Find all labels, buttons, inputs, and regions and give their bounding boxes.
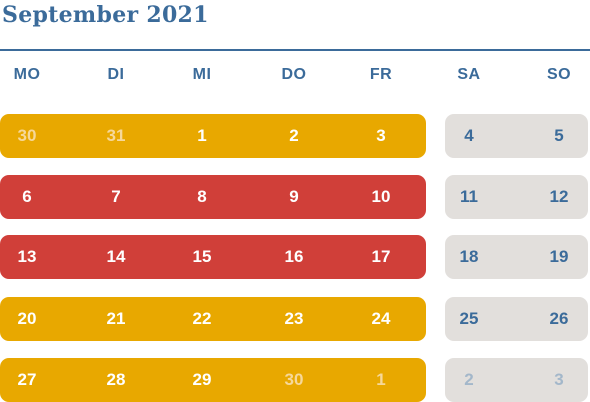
- day-cell[interactable]: 18: [459, 247, 479, 266]
- calendar-title: September 2021: [2, 2, 209, 28]
- day-cell[interactable]: 26: [549, 309, 569, 328]
- day-cell[interactable]: 17: [371, 247, 391, 266]
- day-cell[interactable]: 4: [464, 126, 474, 145]
- day-cell[interactable]: 3: [376, 126, 386, 145]
- weekday-header-fr: FR: [369, 66, 393, 83]
- day-cell[interactable]: 16: [284, 247, 304, 266]
- week-5-weekend-bar: [445, 358, 588, 402]
- day-cell[interactable]: 2: [464, 370, 474, 389]
- day-cell[interactable]: 9: [289, 187, 299, 206]
- week-2-weekday-bar: [0, 175, 426, 219]
- week-2-weekend-bar: [445, 175, 588, 219]
- day-cell[interactable]: 15: [192, 247, 212, 266]
- day-cell[interactable]: 1: [376, 370, 386, 389]
- day-cell[interactable]: 12: [549, 187, 569, 206]
- day-cell[interactable]: 22: [192, 309, 212, 328]
- day-cell[interactable]: 25: [459, 309, 479, 328]
- day-cell[interactable]: 29: [192, 370, 212, 389]
- day-cell[interactable]: 14: [106, 247, 126, 266]
- week-3-weekend-bar: [445, 235, 588, 279]
- week-5-weekday-bar: [0, 358, 426, 402]
- day-cell[interactable]: 20: [17, 309, 37, 328]
- day-cell[interactable]: 3: [554, 370, 564, 389]
- day-cell[interactable]: 6: [22, 187, 32, 206]
- day-cell[interactable]: 27: [17, 370, 37, 389]
- day-cell[interactable]: 30: [17, 126, 37, 145]
- weekday-header-do: DO: [281, 66, 307, 83]
- weekday-header-di: DI: [107, 66, 125, 83]
- day-cell[interactable]: 11: [460, 187, 478, 206]
- day-cell[interactable]: 24: [371, 309, 391, 328]
- week-4-weekday-bar: [0, 297, 426, 341]
- day-cell[interactable]: 5: [554, 126, 564, 145]
- day-cell[interactable]: 7: [111, 187, 121, 206]
- week-1-weekday-bar: [0, 114, 426, 158]
- day-cell[interactable]: 28: [106, 370, 126, 389]
- day-cell[interactable]: 1: [197, 126, 207, 145]
- day-cell[interactable]: 21: [106, 309, 126, 328]
- week-4-weekend-bar: [445, 297, 588, 341]
- week-3-weekday-bar: [0, 235, 426, 279]
- week-1-weekend-bar: [445, 114, 588, 158]
- day-cell[interactable]: 23: [284, 309, 304, 328]
- weekday-header-mo: MO: [13, 66, 41, 83]
- weekday-header-mi: MI: [192, 66, 212, 83]
- day-cell[interactable]: 13: [17, 247, 37, 266]
- day-cell[interactable]: 10: [371, 187, 391, 206]
- weekday-header-so: SO: [546, 66, 572, 83]
- day-cell[interactable]: 8: [197, 187, 207, 206]
- day-cell[interactable]: 30: [284, 370, 304, 389]
- weekday-header-sa: SA: [457, 66, 481, 83]
- day-cell[interactable]: 2: [289, 126, 299, 145]
- title-divider: [0, 49, 590, 51]
- day-cell[interactable]: 19: [549, 247, 569, 266]
- day-cell[interactable]: 31: [106, 126, 126, 145]
